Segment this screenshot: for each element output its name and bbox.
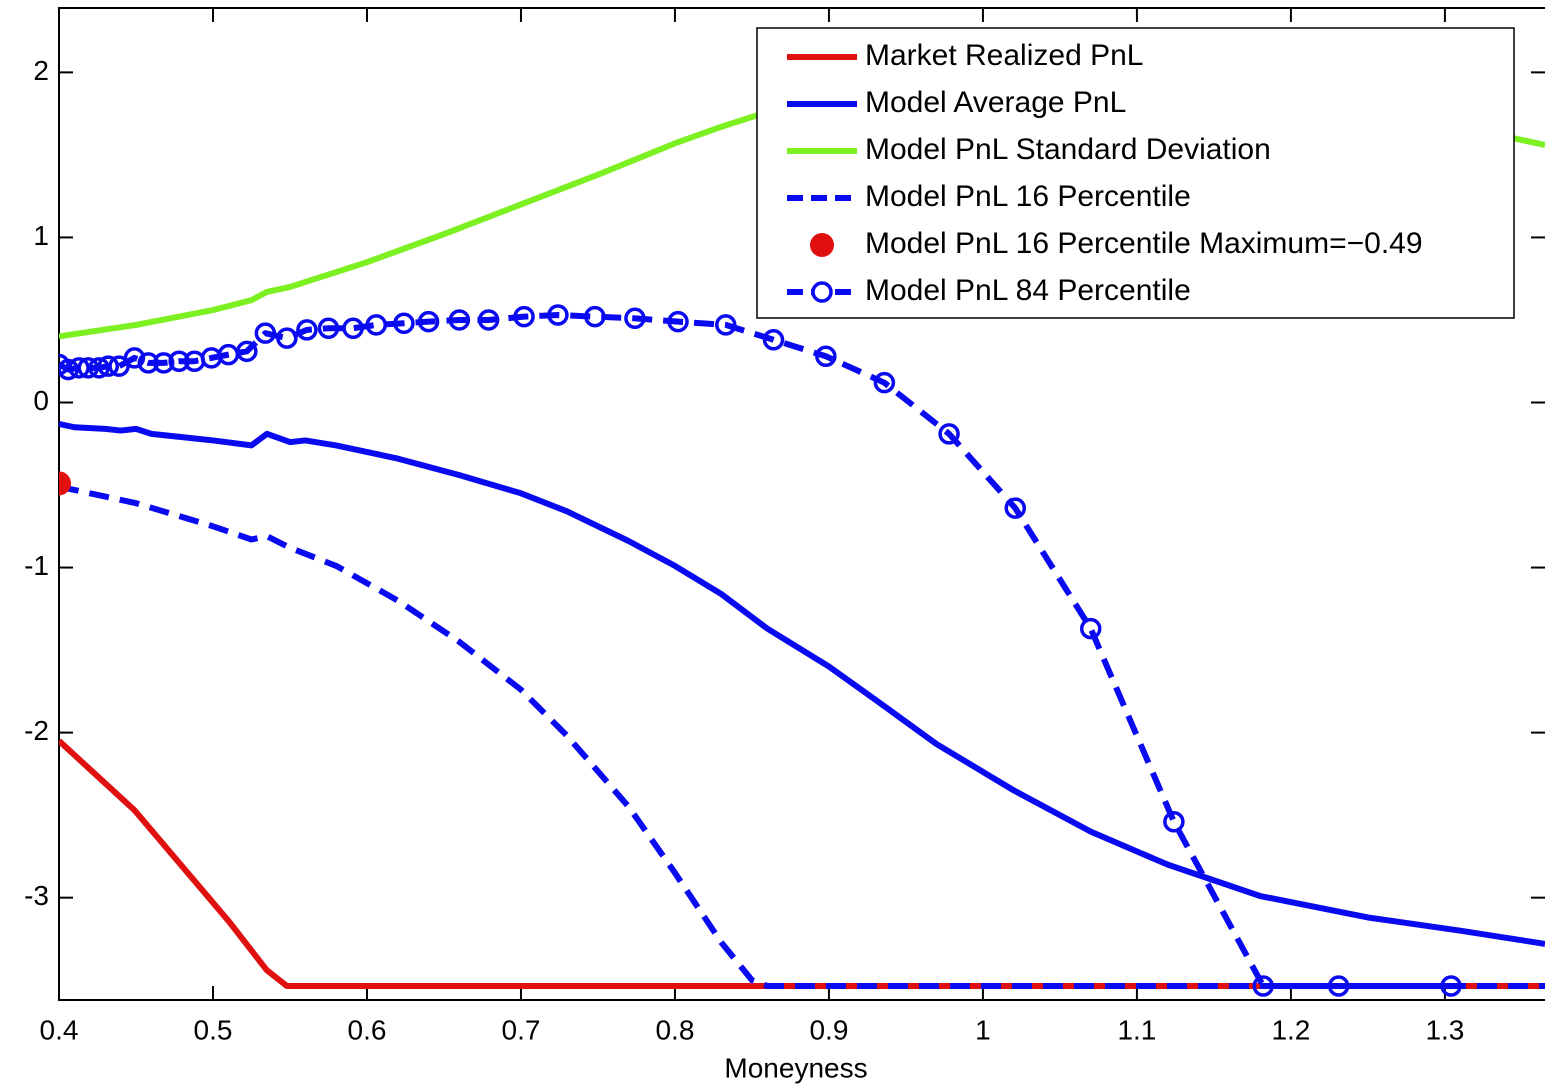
y-tick-label: -1 <box>24 550 49 581</box>
data-point <box>342 317 364 339</box>
x-tick-label: 0.4 <box>40 1014 79 1045</box>
x-tick-label: 1 <box>975 1014 991 1045</box>
data-point <box>68 357 90 379</box>
data-point <box>938 423 960 445</box>
data-point <box>1163 810 1185 833</box>
x-tick-label: 0.5 <box>194 1014 233 1045</box>
data-point <box>152 352 175 374</box>
x-tick-label: 1.2 <box>1271 1014 1310 1045</box>
data-point <box>1004 497 1027 519</box>
data-point <box>715 314 737 336</box>
data-point <box>513 305 535 328</box>
x-tick-label: 0.6 <box>348 1014 387 1045</box>
data-point <box>762 329 785 351</box>
legend-marker <box>811 281 833 303</box>
data-point <box>97 355 120 377</box>
data-point <box>624 307 646 330</box>
x-tick-label: 1.1 <box>1117 1014 1156 1045</box>
plot-area <box>59 84 1545 997</box>
x-axis-label: Moneyness <box>724 1052 867 1083</box>
legend-label: Market Realized PnL <box>865 39 1143 72</box>
y-tick-label: 1 <box>33 220 49 251</box>
data-point <box>88 357 110 379</box>
data-point <box>584 305 606 328</box>
legend-box <box>756 27 1515 319</box>
x-tick-label: 0.9 <box>809 1014 848 1045</box>
series-line <box>59 738 1545 989</box>
data-point <box>59 471 71 496</box>
data-point <box>59 358 79 381</box>
x-tick-label: 1.3 <box>1425 1014 1464 1045</box>
data-point <box>254 322 277 344</box>
series-line <box>59 312 1452 989</box>
y-tick-label: -3 <box>24 880 49 911</box>
data-point <box>1079 617 1102 640</box>
data-point <box>365 314 387 336</box>
legend-marker <box>810 233 834 257</box>
data-point <box>1252 975 1274 997</box>
data-point <box>123 347 146 369</box>
x-tick-label: 0.7 <box>502 1014 541 1045</box>
data-point <box>393 312 415 335</box>
series-line <box>59 483 1545 989</box>
y-tick-label: 0 <box>33 385 49 416</box>
data-point <box>168 350 190 372</box>
data-point <box>873 371 896 394</box>
data-point <box>417 310 440 333</box>
data-point <box>236 340 258 363</box>
data-point <box>477 309 500 331</box>
data-point <box>667 310 689 333</box>
series-line <box>59 421 1545 947</box>
data-point <box>296 319 318 341</box>
data-point <box>547 304 569 326</box>
data-point <box>276 327 298 349</box>
legend-label: Model PnL 16 Percentile Maximum=−0.49 <box>865 227 1423 260</box>
data-point <box>448 309 471 331</box>
data-point <box>137 352 160 374</box>
y-tick-label: 2 <box>33 55 49 86</box>
plot-frame <box>58 7 1545 1001</box>
legend-label: Model Average PnL <box>865 86 1126 119</box>
data-point <box>77 357 100 379</box>
data-point <box>317 317 340 339</box>
x-tick-label: 0.8 <box>655 1014 694 1045</box>
data-point <box>1327 975 1350 997</box>
data-point <box>59 353 70 376</box>
data-point <box>1440 975 1462 997</box>
legend-label: Model PnL Standard Deviation <box>865 133 1271 166</box>
y-tick-label: -2 <box>24 715 49 746</box>
data-point <box>815 345 837 368</box>
legend-label: Model PnL 16 Percentile <box>865 180 1191 213</box>
legend-label: Model PnL 84 Percentile <box>865 274 1191 307</box>
